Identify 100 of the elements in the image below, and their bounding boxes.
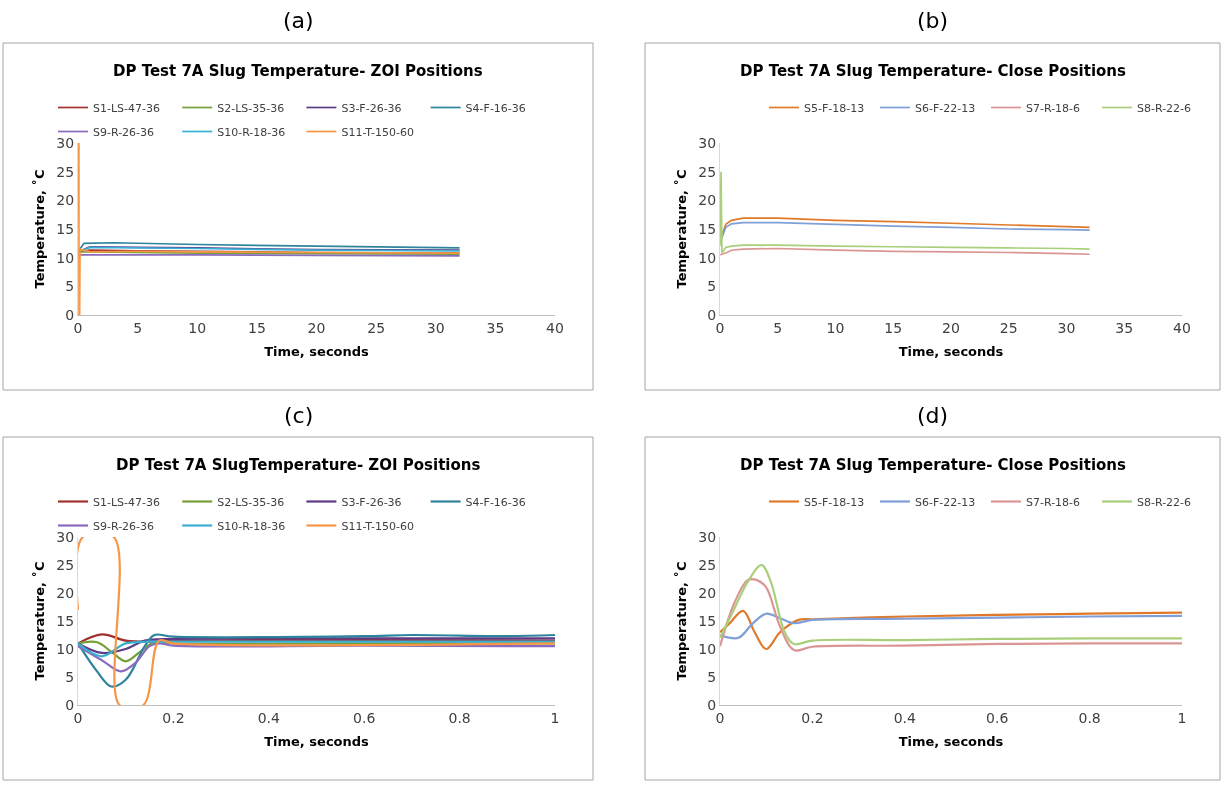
- y-tick-label: 25: [698, 163, 717, 180]
- y-tick-label: 30: [698, 134, 717, 151]
- y-tick-label: 5: [65, 278, 75, 295]
- legend-label: S1-LS-47-36: [93, 495, 160, 509]
- x-tick-label: 0.8: [1078, 709, 1101, 726]
- text: (d): [917, 403, 949, 428]
- y-tick-label: 20: [56, 192, 75, 209]
- y-tick-label: 20: [56, 584, 75, 601]
- y-tick-label: 0: [65, 696, 75, 713]
- x-tick-label: 30: [426, 319, 445, 336]
- x-tick-label: 5: [133, 319, 143, 336]
- y-tick-label: 25: [56, 556, 75, 573]
- x-tick-label: 0.2: [801, 709, 824, 726]
- x-tick-label: 15: [884, 319, 903, 336]
- y-axis-title: Temperature, ˚C: [32, 169, 48, 289]
- y-tick-label: 10: [56, 249, 75, 266]
- y-tick-label: 15: [56, 612, 75, 629]
- legend-label: S6-F-22-13: [915, 495, 976, 509]
- x-tick-label: 0.6: [353, 709, 376, 726]
- y-tick-label: 20: [698, 192, 717, 209]
- x-axis-title: Time, seconds: [264, 344, 370, 360]
- line-series: [78, 633, 555, 688]
- legend-label: S9-R-26-36: [93, 519, 155, 533]
- legend-label: S5-F-18-13: [804, 101, 865, 115]
- line-series: [720, 563, 1182, 646]
- chart-title: DP Test 7A Slug Temperature- Close Positions: [740, 456, 1127, 474]
- y-tick-label: 5: [707, 668, 717, 685]
- legend-label: S6-F-22-13: [915, 101, 976, 115]
- line-series: [720, 609, 1182, 651]
- y-tick-label: 15: [56, 220, 75, 237]
- y-tick-label: 30: [698, 528, 717, 545]
- x-tick-label: 0.8: [448, 709, 471, 726]
- y-tick-label: 30: [56, 134, 75, 151]
- y-axis-title: Temperature, ˚C: [674, 561, 690, 681]
- y-tick-label: 10: [56, 640, 75, 657]
- legend-label: S2-LS-35-36: [217, 495, 285, 509]
- x-tick-label: 40: [1173, 319, 1191, 336]
- chart-title: DP Test 7A Slug Temperature- ZOI Positions: [113, 62, 483, 80]
- y-tick-label: 0: [65, 306, 75, 323]
- legend-label: S4-F-16-36: [465, 495, 526, 509]
- chart-title: DP Test 7A Slug Temperature- Close Positions: [740, 62, 1127, 80]
- y-tick-label: 0: [707, 306, 717, 323]
- legend-label: S3-F-26-36: [341, 101, 402, 115]
- legend-label: S5-F-18-13: [804, 495, 865, 509]
- x-tick-label: 5: [773, 319, 783, 336]
- x-tick-label: 0.4: [257, 709, 281, 726]
- text: (c): [284, 403, 314, 428]
- y-tick-label: 25: [56, 163, 75, 180]
- x-axis-title: Time, seconds: [898, 344, 1004, 360]
- x-tick-label: 40: [546, 319, 564, 336]
- legend-label: S3-F-26-36: [341, 495, 402, 509]
- line-series: [720, 170, 1091, 254]
- line-series: [78, 537, 555, 705]
- legend-label: S10-R-18-36: [217, 519, 286, 533]
- chart-title: DP Test 7A SlugTemperature- ZOI Positions: [116, 456, 481, 474]
- y-tick-label: 0: [707, 696, 717, 713]
- x-tick-label: 20: [307, 319, 326, 336]
- x-tick-label: 10: [826, 319, 845, 336]
- x-tick-label: 35: [486, 319, 505, 336]
- x-tick-label: 1: [1177, 709, 1187, 726]
- legend-label: S11-T-150-60: [341, 125, 414, 139]
- legend-label: S10-R-18-36: [217, 125, 286, 139]
- y-tick-label: 10: [698, 249, 717, 266]
- x-tick-label: 20: [942, 319, 960, 336]
- y-tick-label: 15: [698, 220, 717, 237]
- legend-label: S1-LS-47-36: [93, 101, 160, 115]
- y-tick-label: 5: [65, 668, 75, 685]
- y-tick-label: 20: [698, 584, 717, 601]
- legend-label: S8-R-22-6: [1137, 495, 1192, 509]
- legend-label: S7-R-18-6: [1026, 495, 1081, 509]
- y-tick-label: 5: [707, 278, 717, 295]
- legend-label: S11-T-150-60: [341, 519, 414, 533]
- legend-label: S9-R-26-36: [93, 125, 155, 139]
- line-series: [78, 633, 555, 645]
- x-tick-label: 1: [550, 709, 560, 726]
- y-tick-label: 10: [698, 640, 717, 657]
- x-tick-label: 25: [367, 319, 386, 336]
- y-tick-label: 25: [698, 556, 717, 573]
- y-axis-title: Temperature, ˚C: [32, 561, 48, 681]
- x-tick-label: 15: [247, 319, 266, 336]
- y-axis-title: Temperature, ˚C: [674, 169, 690, 289]
- x-tick-label: 0.2: [162, 709, 185, 726]
- x-tick-label: 0.4: [893, 709, 917, 726]
- line-series: [720, 247, 1091, 256]
- x-tick-label: 0.6: [986, 709, 1009, 726]
- x-tick-label: 30: [1057, 319, 1076, 336]
- line-series: [78, 642, 555, 673]
- line-series: [78, 143, 461, 315]
- legend-label: S4-F-16-36: [465, 101, 526, 115]
- legend-label: S7-R-18-6: [1026, 101, 1081, 115]
- text: (a): [283, 8, 314, 33]
- x-tick-label: 10: [188, 319, 207, 336]
- x-axis-title: Time, seconds: [264, 734, 370, 750]
- x-tick-label: 25: [999, 319, 1018, 336]
- text: (b): [917, 8, 949, 33]
- legend-label: S2-LS-35-36: [217, 101, 285, 115]
- y-tick-label: 30: [56, 528, 75, 545]
- x-tick-label: 35: [1115, 319, 1134, 336]
- x-axis-title: Time, seconds: [898, 734, 1004, 750]
- y-tick-label: 15: [698, 612, 717, 629]
